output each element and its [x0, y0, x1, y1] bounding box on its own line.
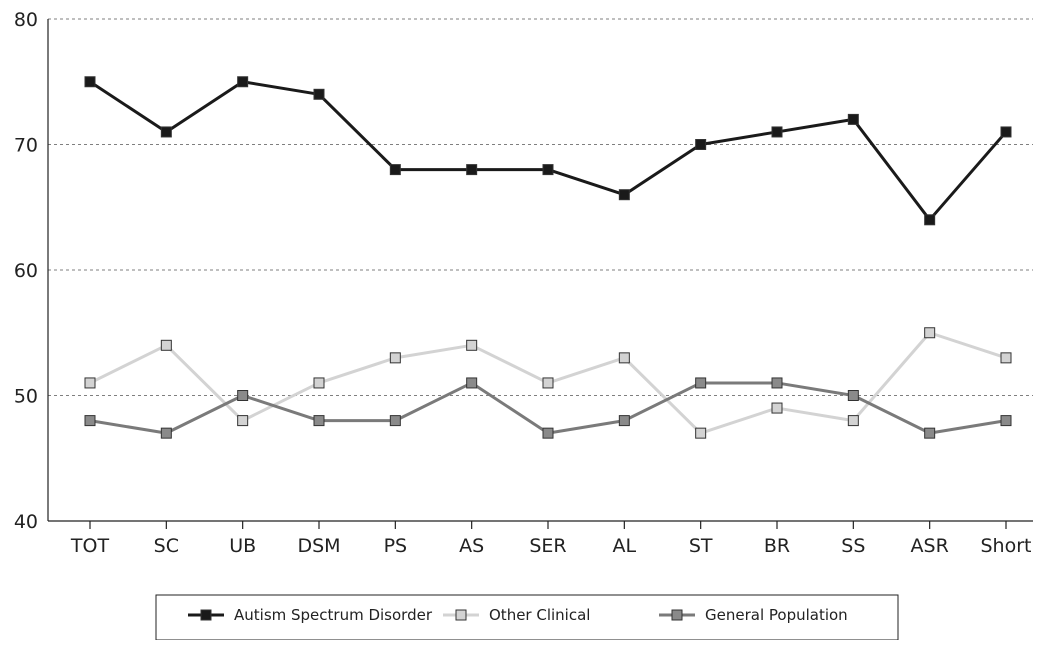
data-point	[924, 327, 936, 339]
data-point	[771, 402, 783, 414]
data-point	[466, 377, 478, 389]
x-tick-label-short: Short	[981, 535, 1032, 557]
data-point	[466, 164, 478, 176]
data-point	[618, 415, 630, 427]
data-point	[924, 427, 936, 439]
data-point	[160, 126, 172, 138]
y-tick-label-60: 60	[14, 260, 38, 282]
legend-swatch-marker	[671, 609, 683, 621]
x-tick-label-ps: PS	[384, 535, 408, 557]
data-point	[313, 415, 325, 427]
x-tick-labels: TOT SC UB DSM PS AS SER AL ST BR SS ASR Short	[70, 535, 1032, 557]
y-tick-label-80: 80	[14, 9, 38, 31]
data-point	[313, 377, 325, 389]
legend-label: Other Clinical	[489, 606, 590, 624]
series-line	[89, 80, 1008, 222]
data-point	[695, 427, 707, 439]
y-tick-label-70: 70	[14, 135, 38, 157]
x-tick-label-ub: UB	[229, 535, 256, 557]
data-point	[542, 164, 554, 176]
data-point	[847, 415, 859, 427]
x-tick-label-ser: SER	[529, 535, 566, 557]
data-point	[1000, 126, 1012, 138]
x-tick-label-ss: SS	[841, 535, 865, 557]
y-tick-labels: 40 50 60 70 80	[14, 9, 38, 533]
series-0	[84, 76, 1012, 226]
data-point	[389, 352, 401, 364]
data-point	[237, 76, 249, 88]
grid-lines	[48, 18, 1033, 396]
data-point	[924, 214, 936, 226]
data-point	[160, 339, 172, 351]
data-point	[542, 377, 554, 389]
x-tick-label-sc: SC	[154, 535, 179, 557]
data-point	[313, 88, 325, 100]
legend-label: Autism Spectrum Disorder	[234, 606, 433, 624]
data-point	[84, 415, 96, 427]
data-point	[542, 427, 554, 439]
data-point	[1000, 415, 1012, 427]
legend-label: General Population	[705, 606, 848, 624]
y-tick-label-40: 40	[14, 511, 38, 533]
data-point	[847, 390, 859, 401]
legend-item-0: Autism Spectrum Disorder	[188, 606, 433, 624]
legend-swatch-marker	[455, 609, 467, 621]
x-tick-label-as: AS	[459, 535, 484, 557]
data-point	[389, 415, 401, 427]
data-point	[237, 415, 249, 427]
legend-item-1: Other Clinical	[443, 606, 590, 624]
series-2	[84, 377, 1012, 439]
axes	[47, 19, 1033, 529]
data-point	[695, 377, 707, 389]
legend-swatch-marker	[200, 609, 212, 621]
legend-box	[155, 594, 899, 641]
y-tick-label-50: 50	[14, 386, 38, 408]
data-point	[84, 377, 96, 389]
x-tick-label-br: BR	[764, 535, 790, 557]
data-point	[160, 427, 172, 439]
x-tick-label-asr: ASR	[911, 535, 949, 557]
series-1	[84, 327, 1012, 439]
x-tick-label-tot: TOT	[70, 535, 110, 557]
data-point	[237, 390, 249, 401]
data-point	[618, 352, 630, 364]
data-point	[771, 126, 783, 138]
data-point	[618, 189, 630, 201]
data-point	[847, 113, 859, 125]
data-point	[84, 76, 96, 88]
series-line	[89, 381, 1007, 435]
legend-item-2: General Population	[659, 606, 848, 624]
x-tick-label-dsm: DSM	[297, 535, 340, 557]
data-point	[771, 377, 783, 389]
data-point	[466, 339, 478, 351]
x-tick-label-al: AL	[613, 535, 637, 557]
legend: Autism Spectrum Disorder Other Clinical Ge…	[155, 594, 899, 641]
data-point	[389, 164, 401, 176]
series	[84, 76, 1012, 439]
x-tick-label-st: ST	[689, 535, 713, 557]
data-point	[695, 139, 707, 150]
data-point	[1000, 352, 1012, 364]
